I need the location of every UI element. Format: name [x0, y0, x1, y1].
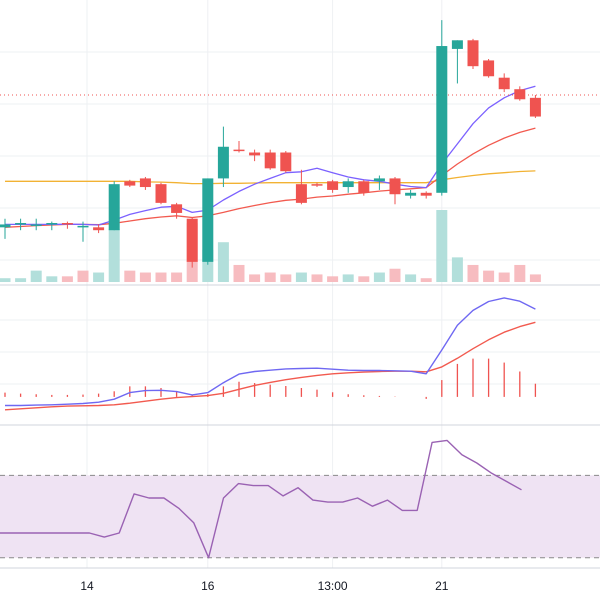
candle-body: [155, 184, 167, 203]
volume-bar: [483, 270, 495, 282]
macd-pane: [4, 297, 537, 411]
candle-body: [451, 40, 463, 49]
volume-bar: [342, 274, 354, 282]
candlesticks: [0, 20, 541, 268]
candle-body: [373, 178, 385, 182]
rsi-band-fill: [0, 475, 600, 558]
candle-body: [93, 227, 105, 231]
candle-body: [217, 146, 229, 179]
volume-bar: [233, 264, 245, 282]
candle-body: [77, 225, 89, 228]
volume-bar: [202, 249, 214, 282]
volume-bar: [155, 272, 167, 282]
x-tick-label: 21: [435, 579, 449, 593]
volume-bar: [77, 270, 89, 282]
volume-bar: [311, 274, 323, 282]
candle-body: [264, 152, 276, 169]
candle-body: [0, 224, 11, 228]
candle-body: [233, 149, 245, 152]
candle-body: [295, 184, 307, 203]
x-tick-label: 16: [201, 579, 215, 593]
volume-bar: [264, 272, 276, 282]
volume-bar: [529, 274, 541, 282]
candle-body: [420, 192, 432, 196]
volume-bar: [514, 264, 526, 282]
candle-body: [61, 223, 73, 225]
grid: [0, 0, 600, 568]
candle-body: [514, 89, 526, 100]
candle-body: [139, 178, 151, 188]
volume-bar: [420, 278, 432, 282]
volume-bars: [0, 210, 541, 282]
candle-body: [249, 152, 261, 156]
macd-signal-line: [4, 321, 536, 411]
volume-bar: [451, 257, 463, 282]
volume-bar: [373, 272, 385, 282]
candle-body: [186, 218, 198, 262]
volume-bar: [389, 268, 401, 282]
volume-bar: [358, 276, 370, 282]
rsi-pane: [0, 439, 522, 559]
candle-body: [108, 184, 120, 231]
candle-body: [15, 223, 27, 225]
volume-bar: [0, 278, 11, 282]
volume-bar: [93, 272, 105, 282]
x-tick-label: 14: [80, 579, 94, 593]
candle-body: [124, 181, 136, 186]
candle-body: [389, 178, 401, 195]
volume-bar: [405, 274, 417, 282]
volume-bar: [217, 242, 229, 282]
x-axis: 14 16 13:00 21: [80, 579, 448, 593]
volume-bar: [139, 272, 151, 282]
volume-bar: [249, 274, 261, 282]
volume-bar: [46, 276, 58, 282]
volume-bar: [108, 228, 120, 282]
volume-bar: [295, 272, 307, 282]
volume-bar: [124, 270, 136, 282]
candle-body: [436, 46, 448, 193]
volume-bar: [15, 278, 27, 282]
candle-body: [358, 181, 370, 193]
candle-body: [202, 178, 214, 262]
volume-bar: [30, 270, 42, 282]
volume-bar: [61, 276, 73, 282]
candle-body: [311, 184, 323, 186]
candle-body: [46, 223, 58, 225]
volume-bar: [467, 264, 479, 282]
candle-body: [327, 181, 339, 190]
rsi-band: [0, 474, 600, 559]
volume-bar: [280, 274, 292, 282]
rsi-line: [0, 439, 522, 559]
pane-separators: [0, 284, 600, 569]
candle-body: [280, 152, 292, 172]
volume-bar: [171, 272, 183, 282]
candle-body: [467, 40, 479, 67]
candle-body: [405, 192, 417, 196]
volume-bar: [436, 210, 448, 282]
candle-body: [498, 77, 510, 90]
volume-bar: [498, 272, 510, 282]
candle-body: [342, 181, 354, 188]
macd-line: [5, 297, 536, 407]
volume-bar: [327, 276, 339, 282]
candle-body: [483, 60, 495, 77]
candle-body: [171, 204, 183, 213]
candle-body: [529, 97, 541, 117]
candle-body: [30, 224, 42, 226]
x-tick-label: 13:00: [318, 579, 348, 593]
ma-long-line: [5, 170, 536, 185]
